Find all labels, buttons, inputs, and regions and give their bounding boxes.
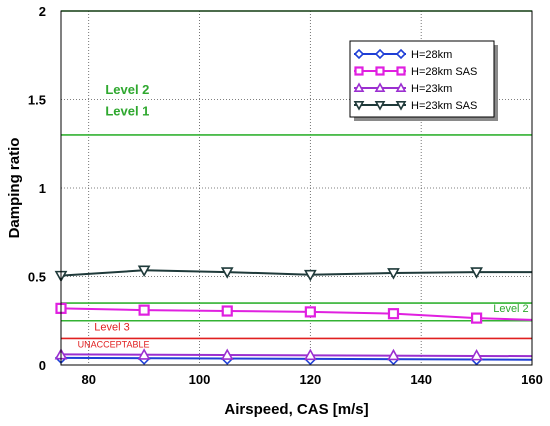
data-point: [220, 267, 234, 279]
legend: H=28km H=28km SAS H=23km H=23km SAS: [349, 40, 498, 121]
data-point: [304, 306, 316, 318]
x-tick-label: 100: [189, 372, 211, 387]
data-series: [54, 265, 533, 366]
x-axis-title: Airspeed, CAS [m/s]: [224, 401, 368, 418]
legend-label: H=28km: [411, 49, 452, 61]
y-tick-label: 1: [39, 181, 46, 196]
y-tick-label: 0.5: [28, 270, 46, 285]
legend-marker: [396, 66, 406, 76]
data-point: [470, 348, 483, 361]
y-tick-label: 0: [39, 358, 46, 373]
series-line: [60, 356, 533, 361]
legend-marker: [353, 101, 365, 111]
series-4: [54, 265, 532, 283]
legend-marker: [353, 82, 365, 92]
legend-marker: [374, 48, 386, 60]
tick-labels: 80 100 120 140 160 0 0.5 1 1.5 2: [28, 4, 543, 387]
x-tick-label: 120: [300, 372, 322, 387]
level-annotations: Level 2 Level 1 Level 2 Level 3 UNACCEPTABLE: [78, 82, 529, 349]
data-point: [138, 304, 150, 316]
data-point: [303, 348, 317, 361]
x-tick-label: 140: [410, 372, 432, 387]
level-annotation: UNACCEPTABLE: [78, 339, 150, 349]
data-point: [387, 348, 400, 361]
data-point: [221, 305, 233, 317]
level-annotation: Level 3: [94, 321, 129, 333]
legend-marker: [375, 66, 385, 76]
plot-frame: [60, 10, 533, 366]
data-point: [303, 269, 317, 282]
data-point: [220, 348, 234, 360]
series-line: [60, 307, 533, 321]
data-point: [137, 348, 151, 360]
legend-marker: [374, 82, 386, 92]
legend-label: H=23km SAS: [411, 100, 477, 112]
y-tick-label: 2: [39, 4, 46, 19]
level-annotation: Level 2: [105, 82, 149, 97]
series-line: [60, 353, 533, 358]
series-2: [55, 302, 533, 324]
legend-marker: [354, 66, 364, 76]
data-point: [470, 267, 483, 279]
data-point: [137, 265, 151, 277]
legend-marker: [395, 48, 407, 60]
data-point: [470, 312, 483, 324]
x-tick-label: 160: [521, 372, 543, 387]
legend-marker: [395, 82, 407, 92]
data-point: [387, 308, 400, 320]
series-line: [60, 269, 532, 277]
legend-marker: [353, 48, 365, 60]
x-tick-label: 80: [81, 372, 95, 387]
legend-marker: [374, 101, 386, 111]
y-tick-label: 1.5: [28, 93, 46, 108]
level-annotation: Level 1: [105, 103, 149, 118]
level-annotation: Level 2: [493, 303, 528, 315]
legend-label: H=28km SAS: [411, 66, 477, 78]
y-axis-title: Damping ratio: [6, 138, 23, 239]
legend-label: H=23km: [411, 83, 452, 95]
data-point: [387, 268, 400, 280]
legend-marker: [395, 101, 407, 111]
series-3: [54, 348, 533, 361]
